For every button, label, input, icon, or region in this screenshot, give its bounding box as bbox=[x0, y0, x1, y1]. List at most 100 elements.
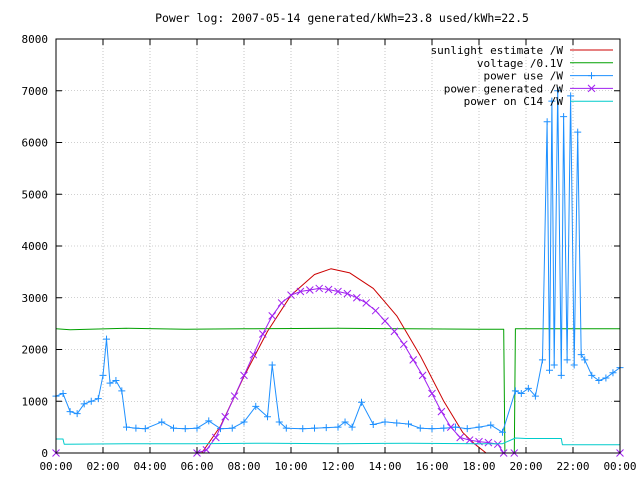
data-point bbox=[531, 392, 539, 400]
y-tick-label: 8000 bbox=[22, 33, 49, 46]
series-4 bbox=[56, 437, 620, 446]
data-point bbox=[315, 284, 324, 293]
data-point bbox=[334, 423, 342, 431]
data-point bbox=[103, 335, 111, 343]
data-point bbox=[538, 356, 546, 364]
legend-item: sunlight estimate /W bbox=[431, 44, 613, 57]
data-point bbox=[211, 433, 220, 442]
y-tick-label: 3000 bbox=[22, 292, 49, 305]
data-point bbox=[484, 438, 493, 447]
data-point bbox=[277, 299, 286, 307]
data-point bbox=[574, 128, 582, 136]
data-point bbox=[381, 418, 389, 426]
x-tick-label: 10:00 bbox=[274, 460, 307, 473]
data-point bbox=[362, 299, 371, 307]
data-point bbox=[609, 369, 617, 377]
data-point bbox=[524, 384, 532, 392]
data-point bbox=[577, 351, 585, 359]
data-point bbox=[563, 356, 571, 364]
data-point bbox=[258, 330, 267, 338]
data-point bbox=[324, 285, 333, 294]
data-point bbox=[221, 412, 230, 421]
data-point bbox=[557, 371, 565, 379]
data-point bbox=[228, 424, 236, 432]
x-tick-label: 02:00 bbox=[86, 460, 119, 473]
x-tick-label: 04:00 bbox=[133, 460, 166, 473]
data-point bbox=[463, 425, 471, 433]
data-point bbox=[352, 293, 361, 302]
y-tick-label: 5000 bbox=[22, 188, 49, 201]
legend-item: voltage /0.1V bbox=[477, 57, 613, 70]
data-point bbox=[193, 424, 201, 432]
data-point bbox=[511, 387, 519, 395]
data-point bbox=[118, 387, 126, 395]
data-point bbox=[66, 408, 74, 416]
data-point bbox=[428, 425, 436, 433]
legend-item: power generated /W bbox=[444, 82, 613, 95]
x-tick-label: 06:00 bbox=[180, 460, 213, 473]
series-1 bbox=[55, 327, 620, 454]
legend-marker bbox=[588, 72, 595, 80]
data-point bbox=[311, 424, 318, 432]
data-point bbox=[268, 312, 277, 320]
data-point bbox=[305, 286, 314, 294]
data-point bbox=[475, 423, 483, 431]
data-point bbox=[602, 374, 610, 382]
data-point bbox=[499, 428, 506, 436]
data-point bbox=[548, 97, 556, 105]
data-point bbox=[87, 397, 95, 405]
data-point bbox=[452, 423, 459, 431]
data-point bbox=[588, 371, 596, 379]
data-point bbox=[132, 424, 140, 432]
series-line bbox=[55, 327, 620, 454]
data-point bbox=[73, 410, 81, 418]
data-point bbox=[418, 371, 427, 380]
data-point bbox=[428, 389, 436, 398]
x-tick-label: 20:00 bbox=[509, 460, 542, 473]
data-point bbox=[158, 418, 166, 426]
data-point bbox=[369, 421, 377, 429]
data-point bbox=[381, 317, 389, 325]
data-point bbox=[299, 425, 307, 433]
data-point bbox=[393, 419, 401, 427]
data-point bbox=[268, 361, 276, 369]
data-point bbox=[546, 366, 553, 374]
legend-label: power generated /W bbox=[444, 82, 564, 95]
data-point bbox=[554, 87, 562, 95]
data-point bbox=[405, 420, 412, 428]
y-tick-label: 0 bbox=[41, 447, 48, 460]
data-point bbox=[493, 440, 502, 449]
y-tick-label: 2000 bbox=[22, 344, 49, 357]
chart-title: Power log: 2007-05-14 generated/kWh=23.8… bbox=[155, 11, 529, 25]
data-point bbox=[341, 418, 349, 426]
data-point bbox=[322, 424, 330, 432]
data-point bbox=[437, 407, 446, 416]
data-point bbox=[570, 361, 578, 369]
data-point bbox=[141, 425, 149, 433]
data-point bbox=[487, 421, 495, 429]
data-point bbox=[59, 389, 67, 397]
data-point bbox=[416, 424, 424, 432]
data-point bbox=[99, 371, 107, 379]
data-point bbox=[252, 402, 260, 410]
data-point bbox=[440, 424, 448, 432]
legend-label: voltage /0.1V bbox=[477, 57, 563, 70]
data-point bbox=[358, 398, 365, 406]
legend-label: power on C14 /W bbox=[464, 95, 564, 108]
data-point bbox=[446, 423, 455, 431]
data-point bbox=[465, 436, 474, 444]
data-point bbox=[543, 118, 551, 126]
data-point bbox=[275, 418, 283, 426]
data-point bbox=[170, 424, 177, 432]
data-point bbox=[106, 379, 114, 387]
data-point bbox=[567, 92, 575, 100]
y-tick-label: 6000 bbox=[22, 137, 49, 150]
series-line bbox=[56, 437, 620, 446]
data-point bbox=[371, 306, 380, 315]
data-point bbox=[112, 377, 120, 385]
data-point bbox=[123, 423, 130, 431]
axes: 0 1000 2000 3000 4000 5000 6000 7000 8000 00:00 02… bbox=[22, 33, 637, 473]
data-point bbox=[560, 113, 568, 121]
